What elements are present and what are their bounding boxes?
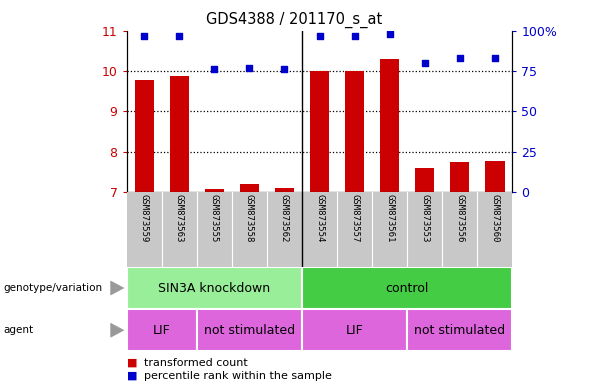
Bar — [310, 71, 329, 192]
Bar — [240, 184, 259, 192]
Text: not stimulated: not stimulated — [204, 324, 295, 337]
Text: LIF: LIF — [153, 324, 171, 337]
Bar — [127, 309, 197, 351]
Bar — [450, 162, 469, 192]
Bar — [302, 309, 407, 351]
Text: GSM873555: GSM873555 — [210, 194, 219, 243]
Point — [140, 33, 149, 39]
Bar — [204, 189, 224, 192]
Bar — [407, 309, 512, 351]
Bar — [275, 188, 294, 192]
Text: transformed count: transformed count — [144, 358, 248, 368]
Bar — [170, 76, 189, 192]
Text: LIF: LIF — [346, 324, 363, 337]
Bar — [197, 309, 302, 351]
Bar — [380, 59, 399, 192]
Point — [315, 33, 325, 39]
Point — [280, 66, 289, 73]
Text: GSM873559: GSM873559 — [140, 194, 148, 243]
Text: GSM873554: GSM873554 — [315, 194, 324, 243]
Bar — [485, 161, 505, 192]
Text: GSM873561: GSM873561 — [385, 194, 394, 243]
Bar — [127, 267, 302, 309]
Text: not stimulated: not stimulated — [414, 324, 505, 337]
Text: genotype/variation: genotype/variation — [3, 283, 102, 293]
Point — [385, 31, 395, 37]
Point — [420, 60, 429, 66]
Point — [244, 65, 254, 71]
Text: GSM873557: GSM873557 — [350, 194, 359, 243]
Bar — [302, 267, 512, 309]
Point — [490, 55, 499, 61]
Text: percentile rank within the sample: percentile rank within the sample — [144, 371, 332, 381]
Text: control: control — [386, 281, 429, 295]
Text: ■: ■ — [127, 371, 137, 381]
Point — [455, 55, 465, 61]
Text: SIN3A knockdown: SIN3A knockdown — [158, 281, 270, 295]
Point — [174, 33, 184, 39]
Text: agent: agent — [3, 325, 33, 335]
Bar — [415, 168, 435, 192]
Bar — [345, 71, 364, 192]
Text: GSM873562: GSM873562 — [280, 194, 289, 243]
Point — [350, 33, 359, 39]
Text: GSM873553: GSM873553 — [420, 194, 429, 243]
Point — [210, 66, 219, 73]
Text: GDS4388 / 201170_s_at: GDS4388 / 201170_s_at — [206, 12, 383, 28]
Bar — [134, 80, 154, 192]
Text: GSM873563: GSM873563 — [175, 194, 184, 243]
Text: ■: ■ — [127, 358, 137, 368]
Text: GSM873556: GSM873556 — [455, 194, 464, 243]
Text: GSM873560: GSM873560 — [491, 194, 499, 243]
Text: GSM873558: GSM873558 — [245, 194, 254, 243]
